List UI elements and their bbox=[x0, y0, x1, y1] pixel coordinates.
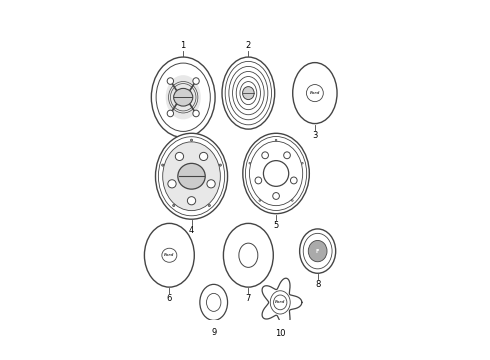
Text: 6: 6 bbox=[167, 294, 172, 303]
Text: 2: 2 bbox=[245, 41, 251, 50]
Ellipse shape bbox=[239, 243, 258, 267]
Ellipse shape bbox=[172, 204, 175, 207]
Ellipse shape bbox=[243, 87, 254, 100]
Ellipse shape bbox=[193, 78, 199, 84]
Ellipse shape bbox=[243, 133, 309, 214]
Ellipse shape bbox=[275, 139, 277, 141]
Ellipse shape bbox=[270, 291, 290, 314]
Polygon shape bbox=[262, 278, 302, 327]
Ellipse shape bbox=[206, 293, 221, 311]
Ellipse shape bbox=[208, 204, 210, 207]
Ellipse shape bbox=[168, 180, 176, 188]
Ellipse shape bbox=[273, 295, 287, 310]
Ellipse shape bbox=[264, 161, 289, 186]
Text: Ford: Ford bbox=[275, 300, 285, 305]
Ellipse shape bbox=[145, 223, 195, 287]
Text: F: F bbox=[316, 249, 319, 253]
Ellipse shape bbox=[222, 57, 275, 129]
Text: 7: 7 bbox=[245, 294, 251, 303]
Ellipse shape bbox=[292, 200, 293, 201]
Text: 9: 9 bbox=[211, 328, 216, 337]
Ellipse shape bbox=[166, 75, 201, 120]
Ellipse shape bbox=[249, 162, 251, 164]
Ellipse shape bbox=[273, 193, 279, 199]
Text: 10: 10 bbox=[275, 329, 286, 338]
Ellipse shape bbox=[207, 180, 215, 188]
Ellipse shape bbox=[259, 200, 261, 201]
Ellipse shape bbox=[151, 57, 215, 138]
Ellipse shape bbox=[291, 177, 297, 184]
Ellipse shape bbox=[191, 139, 193, 141]
Ellipse shape bbox=[162, 164, 164, 166]
Ellipse shape bbox=[167, 78, 173, 84]
Ellipse shape bbox=[300, 229, 336, 273]
Ellipse shape bbox=[178, 163, 205, 189]
Ellipse shape bbox=[163, 142, 220, 211]
Ellipse shape bbox=[175, 152, 184, 161]
Text: Ford: Ford bbox=[164, 253, 174, 257]
Ellipse shape bbox=[308, 240, 327, 262]
Ellipse shape bbox=[306, 85, 323, 102]
Text: 5: 5 bbox=[273, 221, 279, 230]
Ellipse shape bbox=[293, 63, 337, 123]
Ellipse shape bbox=[200, 284, 227, 320]
Ellipse shape bbox=[193, 110, 199, 117]
Text: 3: 3 bbox=[312, 131, 318, 140]
Text: 1: 1 bbox=[181, 41, 186, 50]
Ellipse shape bbox=[219, 164, 221, 166]
Ellipse shape bbox=[173, 89, 193, 106]
Ellipse shape bbox=[301, 162, 303, 164]
Ellipse shape bbox=[199, 152, 208, 161]
Ellipse shape bbox=[187, 197, 196, 205]
Ellipse shape bbox=[167, 110, 173, 117]
Ellipse shape bbox=[162, 248, 177, 262]
Ellipse shape bbox=[155, 133, 227, 219]
Ellipse shape bbox=[262, 152, 269, 159]
Text: Ford: Ford bbox=[310, 91, 320, 95]
Text: 8: 8 bbox=[315, 280, 320, 289]
Ellipse shape bbox=[223, 223, 273, 287]
Text: 4: 4 bbox=[189, 226, 194, 235]
Ellipse shape bbox=[255, 177, 262, 184]
Ellipse shape bbox=[284, 152, 291, 159]
